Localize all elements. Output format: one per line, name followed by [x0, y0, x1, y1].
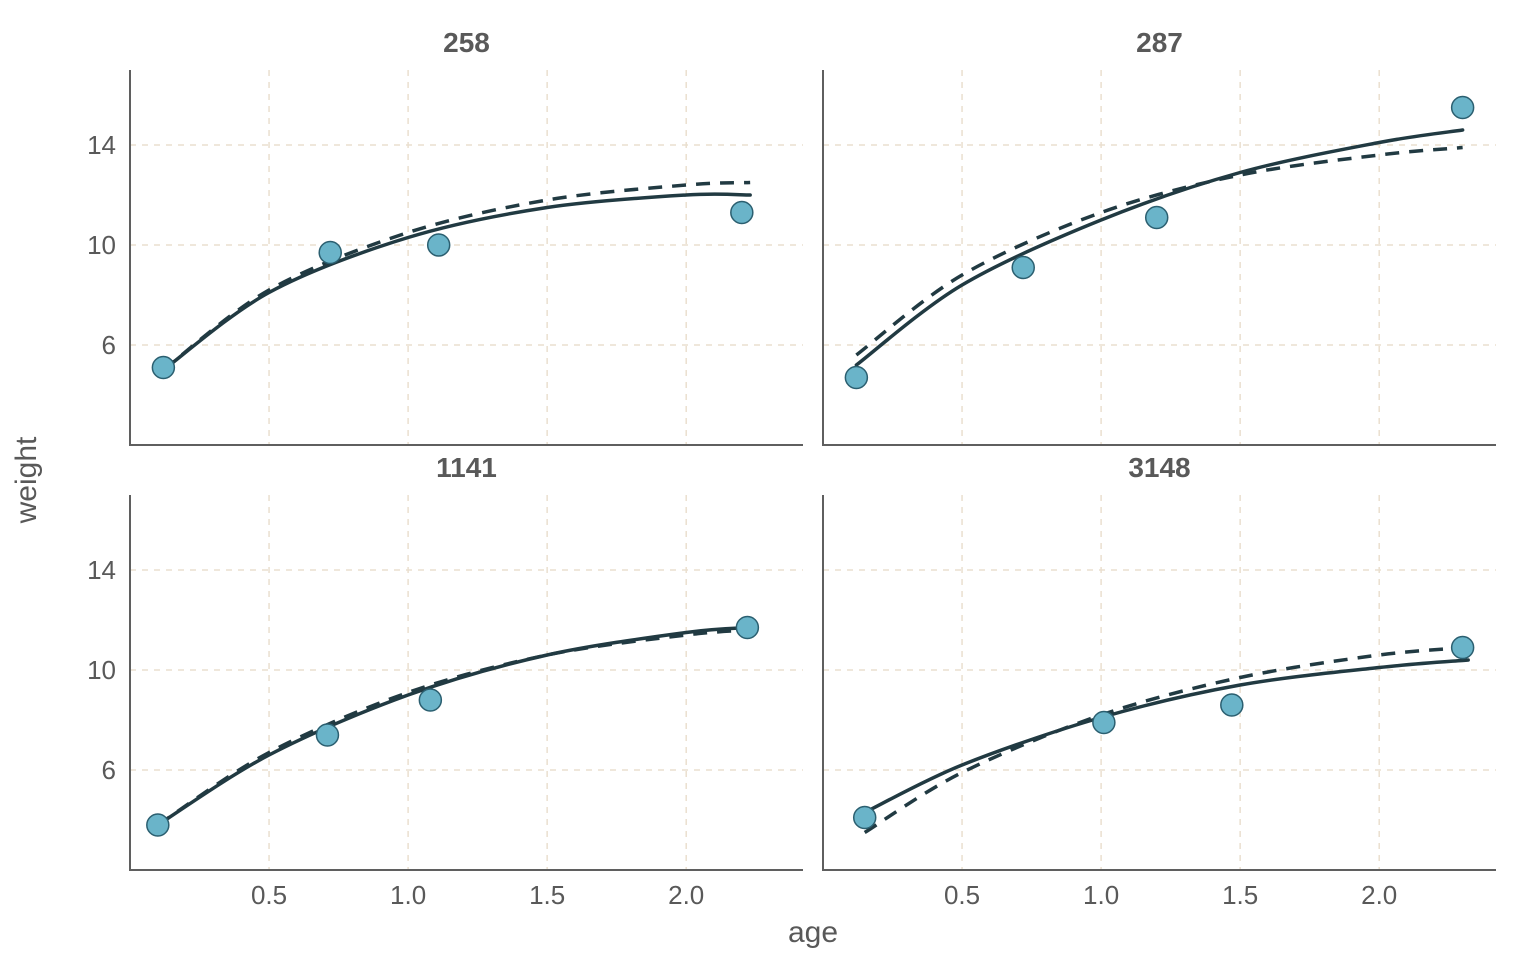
data-point	[152, 357, 174, 379]
y-tick-label: 14	[87, 130, 116, 160]
facet-panel: 258 6 10 14	[87, 27, 803, 445]
fit-curve-dashed	[158, 630, 750, 825]
data-point	[319, 242, 341, 264]
data-point	[1146, 207, 1168, 229]
x-tick-label: 2.0	[668, 880, 704, 910]
facet-panel: 287	[823, 27, 1496, 445]
facet-title: 258	[443, 27, 490, 58]
data-point	[419, 689, 441, 711]
data-point	[731, 202, 753, 224]
data-point	[1452, 637, 1474, 659]
data-point	[1012, 257, 1034, 279]
y-tick-label: 10	[87, 655, 116, 685]
data-point	[736, 617, 758, 639]
x-tick-label: 1.5	[529, 880, 565, 910]
y-tick-label: 10	[87, 230, 116, 260]
data-point	[147, 814, 169, 836]
data-point	[854, 807, 876, 829]
y-tick-label: 14	[87, 555, 116, 585]
fit-curve-solid	[856, 130, 1462, 365]
data-point	[1093, 712, 1115, 734]
data-point	[428, 234, 450, 256]
panel-axis	[823, 70, 1496, 445]
fit-curve-dashed	[865, 648, 1468, 833]
data-point	[1221, 694, 1243, 716]
x-tick-label: 0.5	[944, 880, 980, 910]
panel-axis	[130, 70, 803, 445]
facet-title: 3148	[1128, 452, 1190, 483]
y-tick-label: 6	[102, 755, 116, 785]
x-tick-label: 2.0	[1361, 880, 1397, 910]
x-tick-label: 1.0	[390, 880, 426, 910]
x-axis-label: age	[788, 916, 838, 949]
y-axis-label: weight	[10, 436, 43, 524]
fit-curve-solid	[865, 660, 1468, 813]
x-tick-label: 0.5	[251, 880, 287, 910]
data-point	[1452, 97, 1474, 119]
panel-axis	[130, 495, 803, 870]
fit-curve-solid	[163, 194, 750, 370]
panel-axis	[823, 495, 1496, 870]
facet-chart: weight age 258 6 10 14 287 1141 6 10 14 0.5 1.0 1.5 2.…	[0, 0, 1536, 960]
x-tick-label: 1.0	[1083, 880, 1119, 910]
fit-curve-solid	[158, 628, 750, 826]
y-tick-label: 6	[102, 330, 116, 360]
facet-title: 287	[1136, 27, 1183, 58]
data-point	[845, 367, 867, 389]
fit-curve-dashed	[856, 148, 1462, 356]
x-tick-label: 1.5	[1222, 880, 1258, 910]
data-point	[316, 724, 338, 746]
facet-panel: 3148 0.5 1.0 1.5 2.0	[823, 452, 1496, 910]
fit-curve-dashed	[163, 183, 750, 371]
facet-title: 1141	[436, 452, 497, 483]
facet-panel: 1141 6 10 14 0.5 1.0 1.5 2.0	[87, 452, 803, 910]
